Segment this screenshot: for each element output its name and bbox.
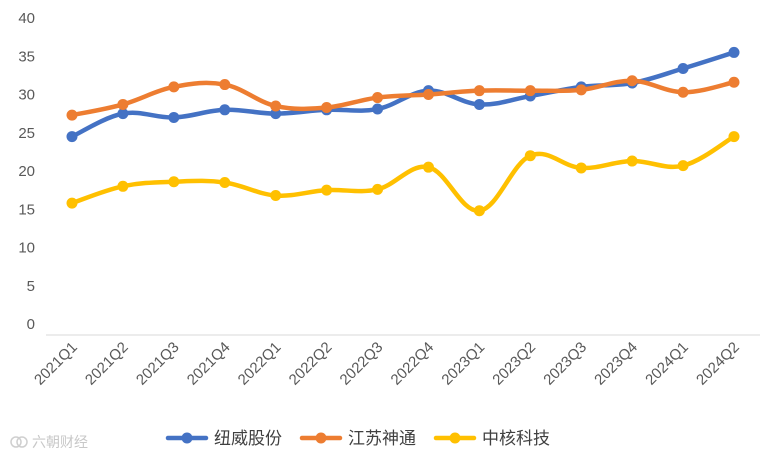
- legend-item: 江苏神通: [299, 429, 416, 449]
- legend-label: 江苏神通: [348, 429, 416, 449]
- x-tick-label: 2022Q3: [337, 339, 387, 389]
- data-point: [117, 98, 129, 110]
- data-point: [117, 180, 129, 192]
- y-tick-label: 0: [27, 316, 35, 333]
- data-point: [66, 131, 78, 143]
- x-tick-label: 2023Q1: [438, 339, 488, 389]
- data-point: [473, 85, 485, 97]
- legend-label: 中核科技: [482, 429, 550, 449]
- data-point: [422, 89, 434, 100]
- y-tick-label: 40: [18, 10, 35, 27]
- y-tick-label: 10: [18, 240, 35, 257]
- data-point: [168, 176, 180, 188]
- x-tick-label: 2021Q4: [184, 339, 234, 389]
- y-tick-label: 5: [27, 278, 35, 295]
- x-tick-label: 2023Q4: [591, 339, 641, 389]
- x-tick-label: 2024Q1: [642, 339, 692, 389]
- y-tick-label: 20: [18, 163, 35, 180]
- data-point: [168, 111, 180, 123]
- data-point: [677, 62, 689, 74]
- data-point: [422, 161, 434, 173]
- watermark-text: 六朝财经: [32, 435, 88, 451]
- data-point: [728, 131, 740, 143]
- x-tick-label: 2021Q2: [82, 339, 132, 389]
- data-point: [524, 85, 536, 97]
- x-tick-label: 2023Q2: [489, 339, 539, 389]
- data-point: [677, 160, 689, 172]
- legend-marker: [181, 432, 193, 444]
- data-point: [372, 92, 384, 104]
- series-line: [69, 134, 737, 214]
- watermark-logo-icon: [10, 435, 28, 449]
- x-tick-label: 2022Q1: [235, 339, 285, 389]
- data-point: [575, 84, 587, 96]
- y-axis: 0 5 10 15 20 25 30 35 40: [18, 10, 35, 333]
- series-1: [66, 75, 740, 121]
- data-point: [219, 176, 231, 188]
- y-tick-label: 30: [18, 87, 35, 104]
- series-2: [66, 131, 740, 217]
- series-lines: [66, 46, 740, 217]
- watermark: 六朝财经: [10, 432, 88, 452]
- y-tick-label: 15: [18, 201, 35, 218]
- data-point: [219, 104, 231, 116]
- data-point: [219, 79, 231, 91]
- data-point: [117, 108, 129, 120]
- x-tick-label: 2021Q3: [133, 339, 183, 389]
- data-point: [372, 103, 384, 115]
- data-point: [321, 102, 333, 114]
- data-point: [168, 81, 180, 93]
- legend-item: 纽威股份: [165, 429, 282, 449]
- data-point: [473, 98, 485, 110]
- data-point: [728, 46, 740, 58]
- x-axis: 2021Q1 2021Q2 2021Q3 2021Q4 2022Q1 2022Q2 2022…: [31, 334, 760, 389]
- data-point: [321, 184, 333, 196]
- legend-label: 纽威股份: [214, 429, 282, 449]
- x-tick-label: 2021Q1: [31, 339, 81, 389]
- data-point: [626, 155, 638, 167]
- data-point: [677, 86, 689, 98]
- data-point: [524, 150, 536, 162]
- data-point: [270, 100, 282, 112]
- legend-item: 中核科技: [433, 429, 550, 449]
- data-point: [66, 197, 78, 209]
- data-point: [473, 205, 485, 217]
- data-point: [575, 162, 587, 174]
- data-point: [728, 76, 740, 88]
- x-tick-label: 2022Q4: [388, 339, 438, 389]
- legend-marker: [315, 432, 327, 444]
- x-tick-label: 2024Q2: [693, 339, 743, 389]
- y-tick-label: 25: [18, 125, 35, 142]
- data-point: [270, 189, 282, 201]
- data-point: [626, 75, 638, 87]
- data-point: [66, 109, 78, 121]
- y-tick-label: 35: [18, 48, 35, 65]
- data-point: [372, 183, 384, 195]
- data-point: [270, 108, 282, 120]
- x-tick-label: 2022Q2: [286, 339, 336, 389]
- legend: 纽威股份 江苏神通 中核科技: [165, 429, 550, 449]
- legend-marker: [449, 432, 461, 444]
- x-tick-label: 2023Q3: [540, 339, 590, 389]
